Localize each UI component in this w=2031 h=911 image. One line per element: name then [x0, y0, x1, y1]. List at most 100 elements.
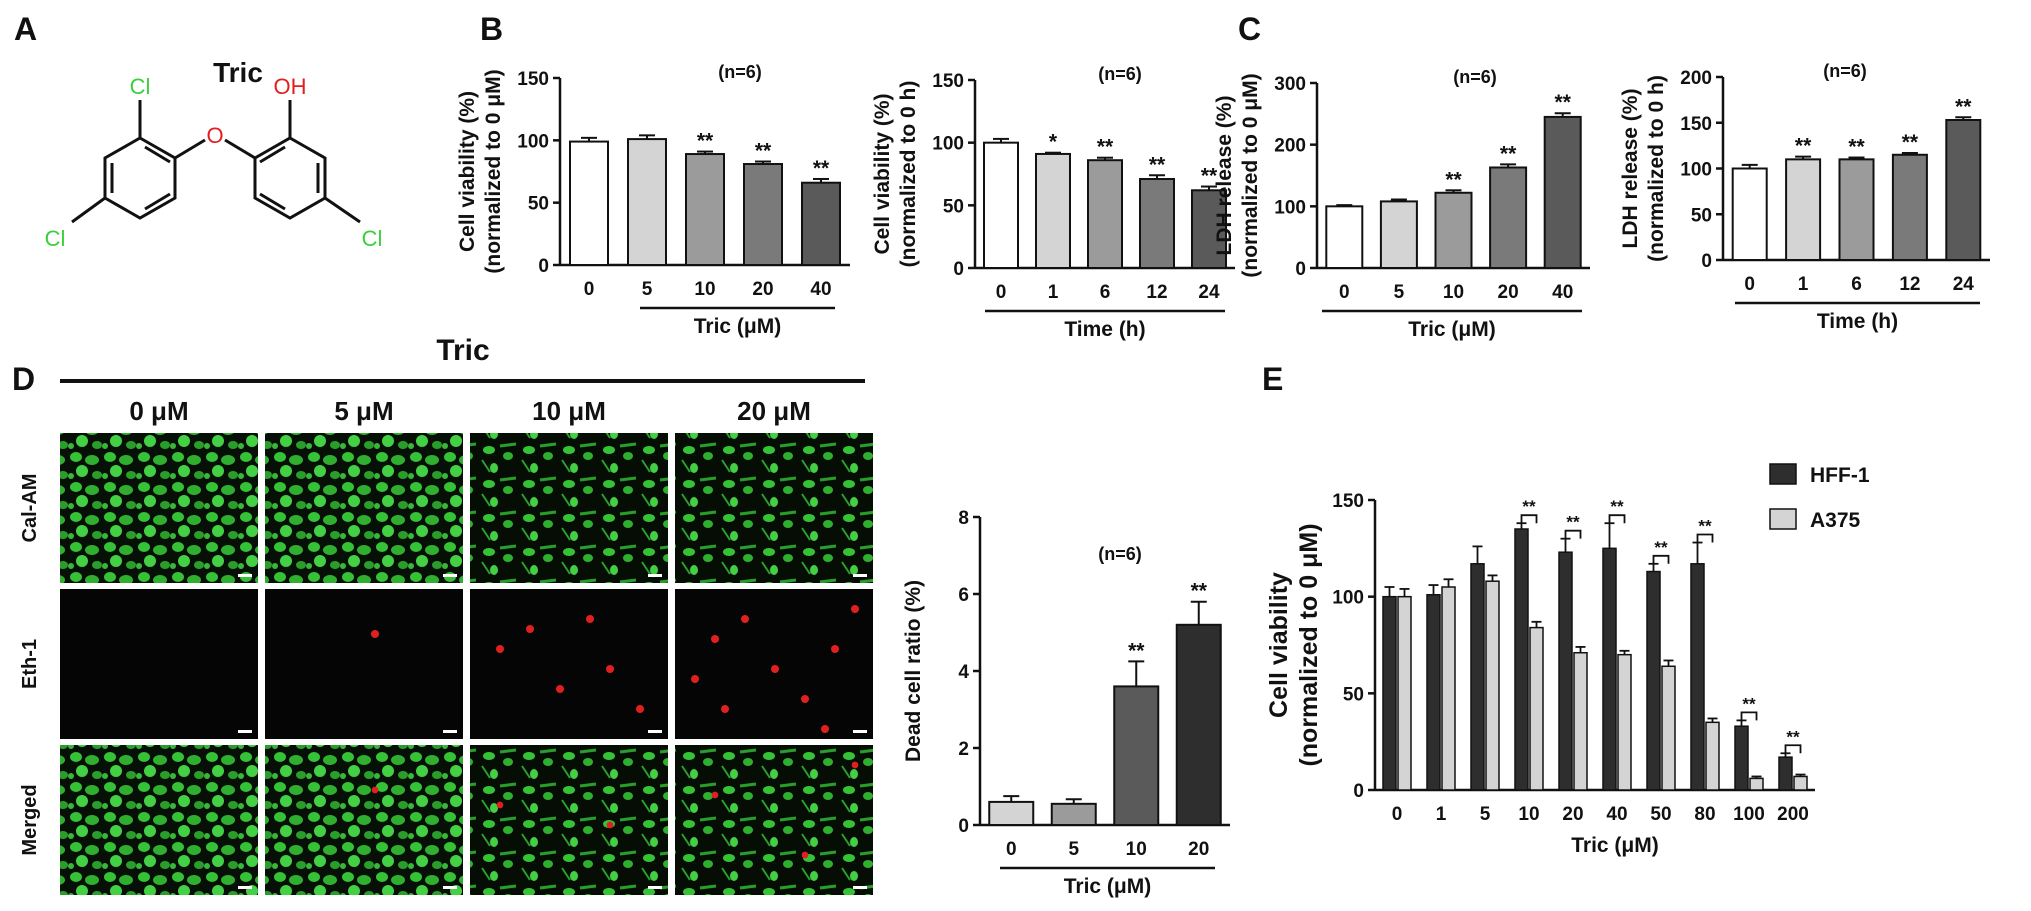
bar	[1785, 158, 1822, 262]
micrograph-image	[675, 745, 873, 895]
scale-bar	[648, 886, 662, 889]
y-tick-label: 0	[958, 816, 969, 837]
micrograph-image	[60, 745, 258, 895]
x-tick-label: 0	[584, 279, 595, 300]
x-tick-label: 5	[642, 279, 653, 300]
bar	[1661, 665, 1676, 791]
significance-mark: **	[755, 140, 772, 163]
scale-bar	[648, 730, 662, 733]
significance-mark: **	[1902, 131, 1919, 154]
micrograph-image	[265, 433, 463, 583]
significance-mark: **	[1848, 136, 1865, 159]
scale-bar	[443, 574, 457, 577]
x-tick-label: 10	[1443, 282, 1464, 303]
bar	[1485, 580, 1500, 791]
dead-cell-dot	[636, 705, 644, 713]
significance-bracket	[1608, 514, 1626, 524]
y-axis-label: (normalized to 0 μM)	[1239, 73, 1262, 277]
dead-cell-dot	[691, 675, 699, 683]
bar	[988, 800, 1035, 827]
x-tick-label: 0	[1339, 282, 1350, 303]
x-tick-label: 20	[752, 279, 773, 300]
bar	[1325, 205, 1364, 269]
significance-mark: **	[1097, 136, 1114, 159]
y-tick-label: 0	[1295, 259, 1306, 280]
y-tick-label: 6	[958, 585, 969, 606]
bar	[1379, 200, 1418, 269]
bar	[1543, 115, 1582, 269]
scale-bar	[238, 886, 252, 889]
chart-c-time: 0 50 100 150 200 0 ** 1 ** 6 ** 12 ** 24 Time (h) (n=6)…	[1619, 61, 1990, 333]
bar	[1397, 595, 1412, 791]
dead-cell-dot	[371, 630, 379, 638]
micrograph-image	[675, 589, 873, 739]
x-tick-label: 20	[1498, 282, 1519, 303]
atom-cl-top: Cl	[130, 74, 151, 99]
y-tick-label: 300	[1274, 74, 1306, 95]
bar	[1113, 685, 1160, 827]
bar	[801, 181, 841, 266]
dead-cell-dot	[801, 695, 809, 703]
sample-size-label: (n=6)	[1098, 544, 1142, 564]
bar	[1731, 167, 1768, 261]
x-tick-label: 1	[1048, 282, 1059, 303]
atom-cl-right: Cl	[362, 226, 383, 251]
dead-cell-dot	[821, 725, 829, 733]
bar	[1382, 595, 1397, 791]
dead-cell-dot	[721, 705, 729, 713]
significance-mark: **	[1149, 153, 1166, 176]
x-tick-label: 5	[1480, 804, 1491, 825]
stain-row-label: Cal-AM	[19, 474, 41, 543]
x-tick-label: 100	[1733, 804, 1765, 825]
sample-size-label: (n=6)	[1098, 64, 1142, 84]
panel-letter-a: A	[14, 11, 37, 47]
sample-size-label: (n=6)	[1453, 67, 1497, 87]
significance-mark: **	[1795, 135, 1812, 158]
x-tick-label: 5	[1068, 839, 1079, 860]
x-axis-label: Time (h)	[1064, 318, 1145, 341]
x-axis-label: Time (h)	[1817, 310, 1898, 333]
y-tick-label: 8	[958, 508, 969, 529]
significance-mark: **	[1522, 497, 1536, 516]
legend-label: HFF-1	[1810, 464, 1870, 487]
significance-bracket	[1652, 554, 1670, 564]
scale-bar	[238, 574, 252, 577]
y-tick-label: 50	[528, 194, 549, 215]
legend-label: A375	[1810, 509, 1861, 532]
bar	[1945, 119, 1982, 261]
y-tick-label: 0	[1353, 781, 1364, 802]
bar	[1470, 563, 1485, 791]
stain-row-label: Eth-1	[19, 639, 41, 689]
chart-b-time: 0 50 100 150 0 * 1 ** 6 ** 12 ** 24 Time (h) (n=6) Cell…	[871, 64, 1235, 341]
dead-cell-dot	[831, 645, 839, 653]
y-tick-label: 150	[1680, 114, 1712, 135]
bar	[1617, 653, 1632, 791]
micrograph-image	[470, 589, 668, 739]
dead-cell-dot	[711, 791, 719, 799]
micrograph-image	[60, 589, 258, 739]
significance-mark: **	[1555, 91, 1572, 114]
y-tick-label: 200	[1274, 136, 1306, 157]
x-tick-label: 12	[1899, 274, 1920, 295]
significance-mark: **	[1610, 497, 1624, 516]
bar	[569, 140, 609, 266]
scale-bar	[853, 574, 867, 577]
significance-mark: **	[1445, 168, 1462, 191]
y-tick-label: 4	[958, 662, 969, 683]
triclosan-structure	[71, 100, 361, 224]
significance-mark: **	[697, 130, 714, 153]
panel-letter-b: B	[480, 11, 503, 47]
concentration-header: 20 μM	[737, 396, 811, 426]
x-tick-label: 0	[996, 282, 1007, 303]
bar	[1705, 721, 1720, 791]
scale-bar	[238, 730, 252, 733]
bar	[983, 141, 1019, 270]
dead-cell-dot	[586, 615, 594, 623]
significance-bracket	[1696, 533, 1714, 543]
panel-d: D Tric 0 μM 5 μM 10 μM 20 μM Cal-AM Eth-1 Merg…	[12, 334, 873, 895]
bar	[1035, 152, 1071, 270]
significance-mark: **	[1698, 517, 1712, 536]
bar	[1441, 586, 1456, 791]
x-tick-label: 24	[1953, 274, 1975, 295]
dead-cell-dot	[741, 615, 749, 623]
